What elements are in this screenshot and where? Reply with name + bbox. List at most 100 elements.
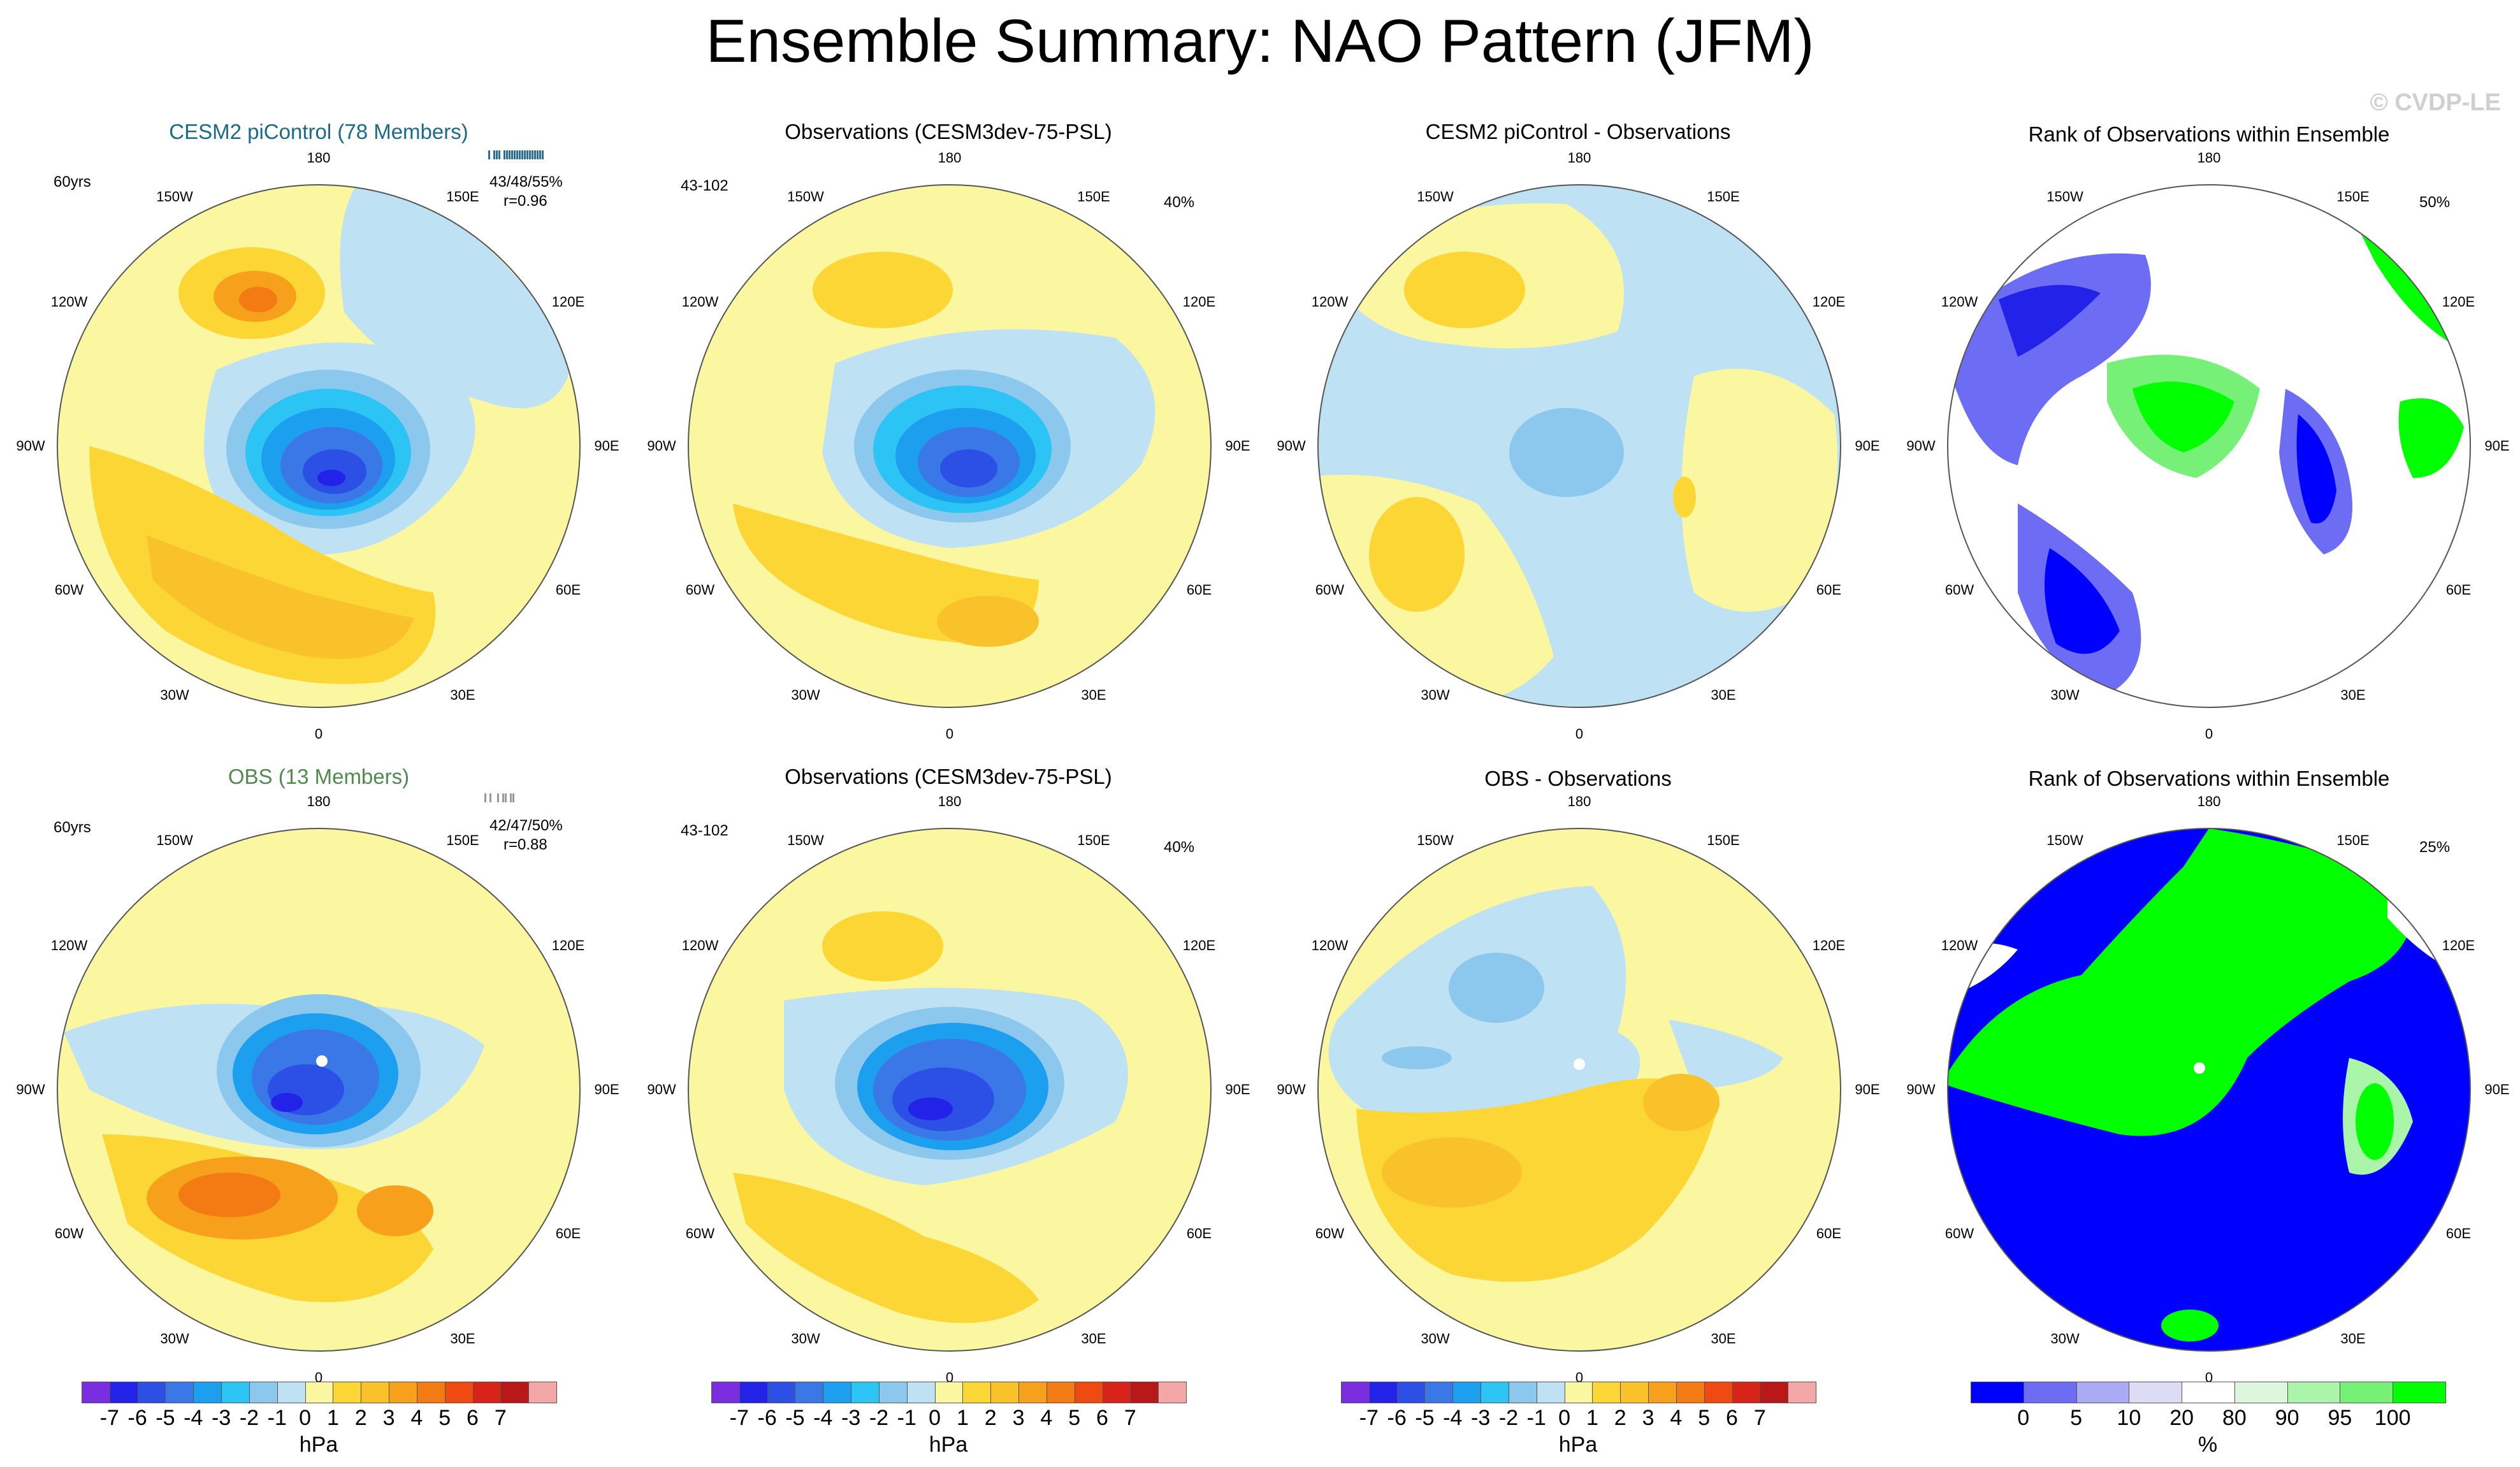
longitude-label: 60W — [54, 1225, 84, 1241]
colorbar-tick-label: -7 — [729, 1406, 749, 1430]
longitude-label: 120E — [2442, 937, 2475, 953]
longitude-label: 60E — [2445, 1225, 2472, 1241]
colorbar-tick-label: 6 — [1096, 1406, 1108, 1430]
colorbar-swatch — [1102, 1382, 1131, 1403]
colorbar-tick-label: -5 — [156, 1406, 175, 1430]
longitude-label: 120W — [1311, 294, 1349, 310]
panel-title-obs: Observations (CESM3dev-75-PSL) — [785, 765, 1112, 788]
colorbar-tick-label: 3 — [382, 1406, 395, 1430]
panel-years-label: 60yrs — [54, 819, 91, 836]
longitude-label: 90W — [1906, 438, 1936, 454]
colorbar-tick-label: 5 — [1068, 1406, 1081, 1430]
longitude-label: 60W — [54, 582, 84, 598]
panel-title-rank: Rank of Observations within Ensemble — [2028, 767, 2390, 790]
longitude-label: 90W — [647, 438, 676, 454]
colorbar-tick-label: -2 — [239, 1406, 259, 1430]
panel-title-diff: CESM2 piControl - Observations — [1425, 120, 1731, 143]
longitude-label: 30W — [791, 1331, 820, 1347]
watermark: © CVDP-LE — [2370, 89, 2501, 116]
longitude-label: 60E — [1816, 1225, 1842, 1241]
page-title: Ensemble Summary: NAO Pattern (JFM) — [706, 7, 1814, 75]
colorbar-swatch — [739, 1382, 768, 1403]
longitude-label: 60E — [1816, 582, 1842, 598]
longitude-label: 60E — [1186, 582, 1212, 598]
colorbar-tick-label: 3 — [1642, 1406, 1655, 1430]
colorbar-swatch — [823, 1382, 852, 1403]
longitude-label: 30W — [160, 1331, 189, 1347]
map-model-2 — [57, 828, 581, 1352]
colorbar-swatch — [193, 1382, 222, 1403]
longitude-label: 150W — [156, 188, 193, 205]
colorbar-tick-label: 1 — [326, 1406, 339, 1430]
longitude-label: 0 — [2205, 726, 2213, 742]
panel-pct-label: 43/48/55% — [489, 173, 563, 191]
longitude-label: 180 — [1567, 793, 1591, 809]
colorbar-tick-label: -6 — [1387, 1406, 1407, 1430]
colorbar-tick-label: -2 — [1498, 1406, 1519, 1430]
colorbar-swatch — [2234, 1382, 2288, 1403]
colorbar-tick-label: 3 — [1012, 1406, 1025, 1430]
colorbar-swatch — [711, 1382, 740, 1403]
panel-years-label: 43-102 — [681, 822, 728, 839]
longitude-label: 180 — [2197, 150, 2221, 166]
colorbar-tick-label: -7 — [1359, 1406, 1379, 1430]
map-obs-1 — [688, 184, 1212, 708]
longitude-label: 120W — [50, 294, 88, 310]
colorbar-swatch — [1788, 1382, 1816, 1403]
longitude-label: 30W — [2050, 1331, 2080, 1347]
colorbar-swatch — [2393, 1382, 2446, 1403]
colorbar-tick-label: 0 — [299, 1406, 312, 1430]
longitude-label: 0 — [1575, 1369, 1584, 1385]
colorbar-tick-label: 20 — [2169, 1406, 2194, 1430]
colorbar-tick-label: -1 — [267, 1406, 287, 1430]
colorbar-tick-label: -1 — [1526, 1406, 1546, 1430]
colorbar-swatch — [1620, 1382, 1649, 1403]
longitude-label: 120E — [551, 294, 585, 310]
colorbar-swatch — [472, 1382, 502, 1403]
colorbar-swatch — [137, 1382, 166, 1403]
colorbar-swatch — [1760, 1382, 1789, 1403]
colorbar-swatch — [1046, 1382, 1075, 1403]
longitude-label: 90W — [1906, 1081, 1936, 1097]
longitude-label: 150W — [1417, 188, 1454, 205]
longitude-label: 90W — [1277, 438, 1306, 454]
longitude-label: 90E — [1225, 438, 1250, 454]
longitude-label: 0 — [314, 726, 323, 742]
colorbar-tick-label: 95 — [2328, 1406, 2352, 1430]
member-rank-strip — [488, 150, 571, 159]
colorbar-tick-label: -2 — [869, 1406, 889, 1430]
colorbar-tick-label: -6 — [127, 1406, 147, 1430]
longitude-label: 60W — [1315, 1225, 1345, 1241]
longitude-label: 120E — [1812, 294, 1846, 310]
longitude-label: 150E — [2336, 832, 2370, 848]
panel-title-diff: OBS - Observations — [1484, 767, 1672, 790]
longitude-label: 120E — [1182, 937, 1216, 953]
panel-corr-label: r=0.96 — [503, 192, 547, 210]
longitude-label: 90E — [1225, 1081, 1250, 1097]
longitude-label: 30E — [450, 1331, 475, 1347]
longitude-label: 90W — [16, 1081, 45, 1097]
panel-years-label: 43-102 — [681, 177, 728, 194]
longitude-label: 60W — [1944, 1225, 1974, 1241]
longitude-label: 90W — [1277, 1081, 1306, 1097]
longitude-label: 30W — [1421, 1331, 1450, 1347]
colorbar-tick-label: -3 — [841, 1406, 861, 1430]
colorbar-swatch — [1732, 1382, 1761, 1403]
longitude-label: 120W — [1941, 294, 1978, 310]
colorbar-swatch — [333, 1382, 362, 1403]
colorbar-swatch — [416, 1382, 445, 1403]
longitude-label: 60W — [685, 1225, 715, 1241]
longitude-label: 120W — [1941, 937, 1978, 953]
colorbar-swatch — [2129, 1382, 2183, 1403]
colorbar-swatch — [767, 1382, 796, 1403]
colorbar-swatch — [1424, 1382, 1454, 1403]
longitude-label: 120E — [551, 937, 585, 953]
longitude-label: 120E — [2442, 294, 2475, 310]
colorbar-tick-label: -4 — [1443, 1406, 1463, 1430]
colorbar-swatch — [249, 1382, 278, 1403]
psl-colorbar-3: -7 -6 -5 -4 -3 -2 -1 0 1 2 3 4 5 6 7 hPa — [1341, 1382, 1816, 1464]
longitude-label: 180 — [2197, 793, 2221, 809]
longitude-label: 150E — [2336, 188, 2370, 205]
colorbar-swatch — [1592, 1382, 1621, 1403]
longitude-label: 150W — [2046, 188, 2083, 205]
